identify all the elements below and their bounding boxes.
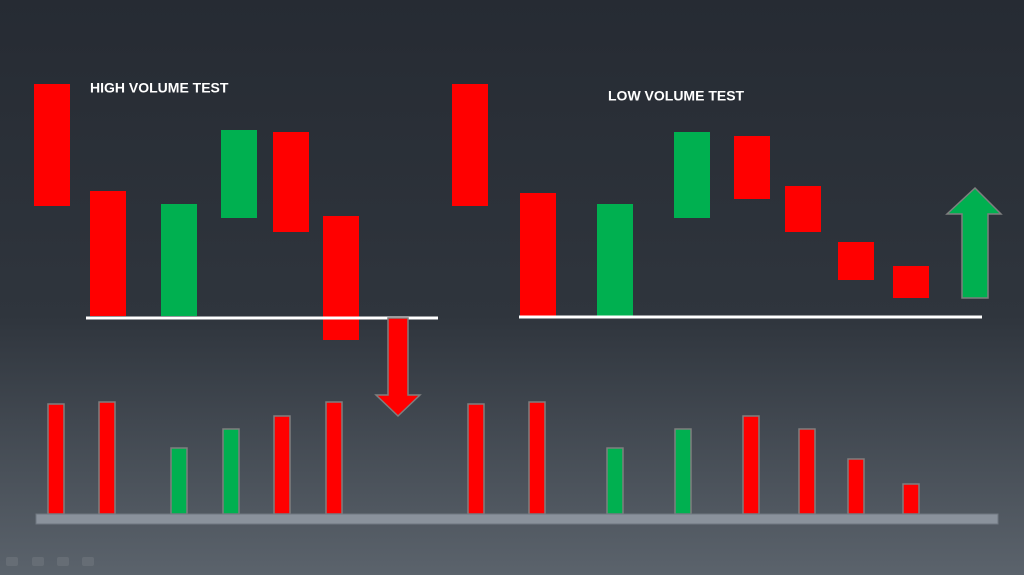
down-arrow xyxy=(374,317,422,418)
volume-bar xyxy=(606,447,624,515)
candle xyxy=(273,132,309,232)
high-volume-candles xyxy=(34,84,359,340)
volume-bar xyxy=(47,403,65,515)
candle xyxy=(734,136,770,199)
candle xyxy=(90,191,126,316)
candle xyxy=(323,216,359,340)
volume-bar xyxy=(325,401,343,515)
low-volume-candles xyxy=(452,84,929,316)
panel-title: HIGH VOLUME TEST xyxy=(90,80,229,96)
slide-controls xyxy=(6,557,94,566)
volume-bar xyxy=(273,415,291,515)
volume-bar xyxy=(467,403,485,515)
volume-bar xyxy=(742,415,760,515)
candle xyxy=(520,193,556,316)
volume-bars xyxy=(47,401,920,515)
volume-bar xyxy=(798,428,816,515)
volume-bar xyxy=(98,401,116,515)
candle xyxy=(838,242,874,280)
volume-bar xyxy=(674,428,692,515)
panel-title: LOW VOLUME TEST xyxy=(608,88,745,104)
volume-bar xyxy=(170,447,188,515)
up-arrow xyxy=(945,186,1003,299)
candle xyxy=(221,130,257,218)
candle xyxy=(674,132,710,218)
candle xyxy=(34,84,70,206)
nav-menu[interactable] xyxy=(57,557,69,566)
candle xyxy=(452,84,488,206)
nav-back[interactable] xyxy=(6,557,18,566)
nav-pen[interactable] xyxy=(32,557,44,566)
volume-bar xyxy=(528,401,546,515)
volume-baseline xyxy=(35,513,999,525)
candle xyxy=(893,266,929,298)
candle xyxy=(597,204,633,316)
candle xyxy=(785,186,821,232)
volume-bar xyxy=(902,483,920,515)
volume-bar xyxy=(847,458,865,515)
nav-forward[interactable] xyxy=(82,557,94,566)
candle xyxy=(161,204,197,316)
volume-bar xyxy=(222,428,240,515)
